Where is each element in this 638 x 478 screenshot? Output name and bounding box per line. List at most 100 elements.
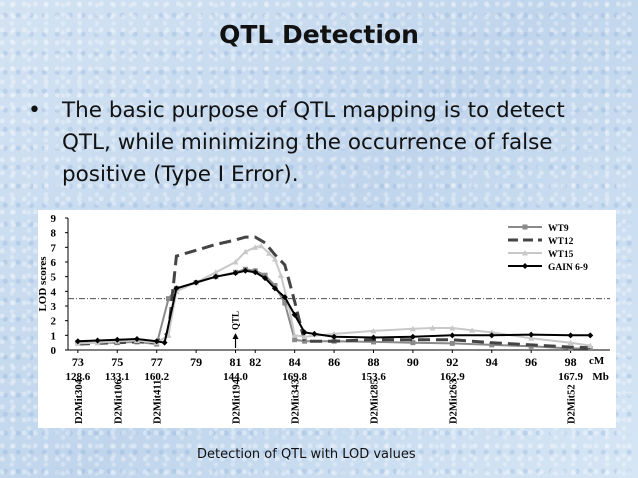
marker-label: D2Mit285	[369, 379, 380, 424]
mb-tick-label: 160.2	[144, 371, 169, 383]
marker-label: D2Mit304	[74, 378, 85, 424]
legend-item: WT9	[508, 224, 569, 234]
y-tick-label: 3	[51, 301, 57, 313]
point-triangle	[266, 250, 273, 256]
point-triangle	[301, 333, 308, 340]
cm-tick-label: 94	[486, 355, 498, 369]
point-diamond	[301, 329, 308, 336]
slide-title: QTL Detection	[219, 20, 419, 49]
point-triangle	[587, 342, 594, 349]
point-diamond	[528, 331, 535, 338]
cm-tick-label: 92	[446, 355, 458, 369]
mb-tick-label: 128.6	[65, 371, 90, 383]
cm-tick-label: 86	[328, 355, 340, 369]
point-triangle	[528, 335, 535, 341]
y-axis-label: LOD scores	[38, 256, 49, 312]
mb-tick-label: 167.9	[558, 371, 583, 383]
point-diamond	[161, 339, 168, 346]
point-triangle	[522, 250, 528, 256]
series-wt15	[74, 242, 594, 349]
point-diamond	[232, 270, 239, 276]
y-tick-label: 0	[51, 345, 57, 357]
y-tick-label: 9	[51, 213, 57, 225]
point-diamond	[193, 279, 200, 286]
cm-tick-label: 96	[525, 355, 537, 369]
bullet-dot: •	[28, 98, 41, 123]
point-triangle	[488, 329, 495, 335]
point-diamond	[212, 273, 219, 280]
point-triangle	[258, 242, 265, 249]
point-triangle	[429, 325, 436, 331]
point-diamond	[488, 332, 495, 339]
y-tick-label: 1	[51, 330, 57, 342]
mb-tick-label: 162.9	[440, 371, 465, 383]
marker-label: D2Mit343	[291, 379, 302, 424]
cm-tick-label: 90	[407, 355, 419, 369]
cm-tick-label: 88	[367, 355, 379, 369]
legend-item: WT15	[508, 250, 574, 260]
mb-tick-label: 169.8	[282, 371, 307, 383]
legend-label: WT12	[548, 237, 574, 247]
qtl-annotation-label: QTL	[231, 311, 241, 330]
point-triangle	[331, 330, 338, 337]
point-square	[166, 296, 172, 302]
point-diamond	[74, 338, 81, 345]
marker-label: D2Mit52	[567, 384, 578, 424]
point-square	[410, 340, 416, 346]
point-diamond	[331, 333, 338, 340]
point-diamond	[271, 285, 278, 292]
marker-label: D2Mit194	[232, 378, 243, 424]
qtl-arrow-head	[232, 333, 239, 339]
cm-tick-label: 82	[249, 355, 261, 369]
point-square	[489, 342, 495, 348]
lod-chart: 0 1 2 3 4 5 6 7 8 9 LOD scores 73 75 77 79 81 82 84 86 88 90…	[37, 210, 616, 428]
point-diamond	[114, 336, 121, 343]
point-diamond	[311, 330, 318, 337]
mb-unit-label: Mb	[592, 371, 609, 383]
legend-label: WT9	[548, 224, 569, 234]
point-square	[587, 346, 593, 352]
mb-tick-label: 153.6	[361, 371, 386, 383]
series-gain-6-9	[74, 267, 594, 346]
lod-chart-svg: 0 1 2 3 4 5 6 7 8 9 LOD scores 73 75 77 79 81 82 84 86 88 90…	[37, 213, 610, 424]
point-square	[282, 300, 288, 306]
point-diamond	[567, 332, 574, 339]
point-triangle	[242, 248, 249, 255]
point-square	[302, 338, 308, 344]
legend: WT9 WT12 WT15 GAIN 6-9	[508, 224, 588, 273]
marker-label: D2Mit411	[153, 380, 164, 424]
point-square	[292, 337, 298, 343]
point-diamond	[409, 333, 416, 340]
point-diamond	[153, 338, 160, 345]
y-tick-label: 4	[51, 286, 57, 298]
series-line	[77, 244, 591, 347]
point-triangle	[232, 259, 239, 265]
point-square	[449, 340, 455, 346]
marker-label: D2Mit106	[113, 379, 124, 424]
bullet-text: The basic purpose of QTL mapping is to d…	[62, 98, 565, 187]
cm-tick-label: 73	[72, 355, 84, 369]
legend-label: GAIN 6-9	[548, 263, 588, 273]
point-triangle	[370, 327, 377, 334]
point-triangle	[252, 244, 259, 250]
point-diamond	[173, 285, 180, 292]
point-diamond	[449, 332, 456, 339]
cm-tick-label: 98	[565, 355, 577, 369]
point-diamond	[133, 336, 140, 342]
point-triangle	[567, 339, 574, 346]
legend-item: WT12	[508, 237, 574, 247]
point-triangle	[277, 272, 284, 278]
cm-tick-label: 81	[230, 355, 242, 369]
point-diamond	[370, 334, 377, 341]
cm-tick-label: 84	[289, 355, 301, 369]
point-triangle	[212, 269, 219, 275]
mb-tick-label: 133.1	[105, 371, 130, 383]
mb-tick-label: 144.0	[223, 371, 248, 383]
y-tick-label: 8	[51, 228, 57, 240]
legend-label: WT15	[548, 250, 574, 260]
y-tick-label: 5	[51, 272, 57, 284]
point-triangle	[165, 332, 172, 338]
point-triangle	[291, 332, 298, 338]
point-triangle	[469, 327, 476, 333]
y-tick-label: 7	[51, 242, 57, 254]
